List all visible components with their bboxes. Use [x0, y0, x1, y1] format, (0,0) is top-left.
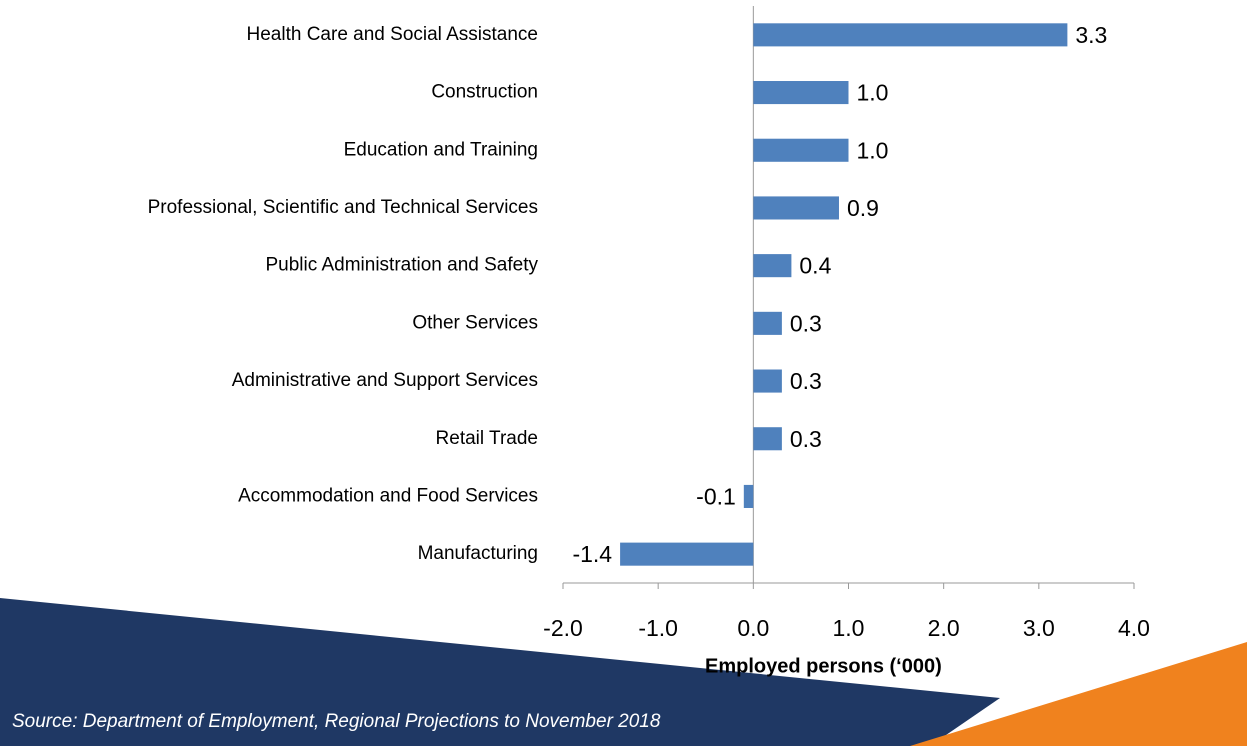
x-tick-label: 1.0 [833, 615, 865, 641]
x-axis-title: Employed persons (‘000) [705, 655, 942, 677]
x-tick-label: 2.0 [928, 615, 960, 641]
value-label: 0.9 [847, 195, 879, 221]
value-label: -0.1 [696, 484, 736, 510]
bar [753, 369, 782, 393]
source-note: Source: Department of Employment, Region… [12, 711, 661, 732]
value-label: 0.3 [790, 310, 822, 336]
x-tick-label: 4.0 [1118, 615, 1150, 641]
bar [743, 484, 754, 508]
bar [753, 311, 782, 335]
background-accent [910, 642, 1247, 746]
bar [753, 427, 782, 451]
value-label: -1.4 [572, 541, 612, 567]
y-tick-label: Retail Trade [436, 428, 538, 449]
y-tick-label: Health Care and Social Assistance [247, 24, 539, 45]
y-tick-label: Education and Training [344, 139, 538, 160]
bar [753, 138, 849, 162]
x-tick-label: 0.0 [737, 615, 769, 641]
x-tick-label: 3.0 [1023, 615, 1055, 641]
bar [620, 542, 754, 566]
bar [753, 254, 792, 278]
bar [753, 81, 849, 105]
y-tick-label: Professional, Scientific and Technical S… [148, 197, 538, 218]
value-label: 0.3 [790, 426, 822, 452]
value-label: 1.0 [857, 80, 889, 106]
value-label: 3.3 [1075, 22, 1107, 48]
bar [753, 23, 1068, 47]
value-label: 0.4 [799, 253, 831, 279]
bar [753, 196, 839, 220]
y-tick-label: Other Services [412, 312, 538, 333]
value-label: 0.3 [790, 368, 822, 394]
y-tick-label: Accommodation and Food Services [238, 485, 538, 506]
x-tick-label: -2.0 [543, 615, 583, 641]
y-tick-label: Manufacturing [418, 543, 538, 564]
y-tick-label: Construction [431, 82, 538, 103]
y-tick-label: Public Administration and Safety [266, 255, 539, 276]
background-band [0, 598, 1000, 746]
y-tick-label: Administrative and Support Services [232, 370, 538, 391]
value-label: 1.0 [857, 137, 889, 163]
x-tick-label: -1.0 [638, 615, 678, 641]
